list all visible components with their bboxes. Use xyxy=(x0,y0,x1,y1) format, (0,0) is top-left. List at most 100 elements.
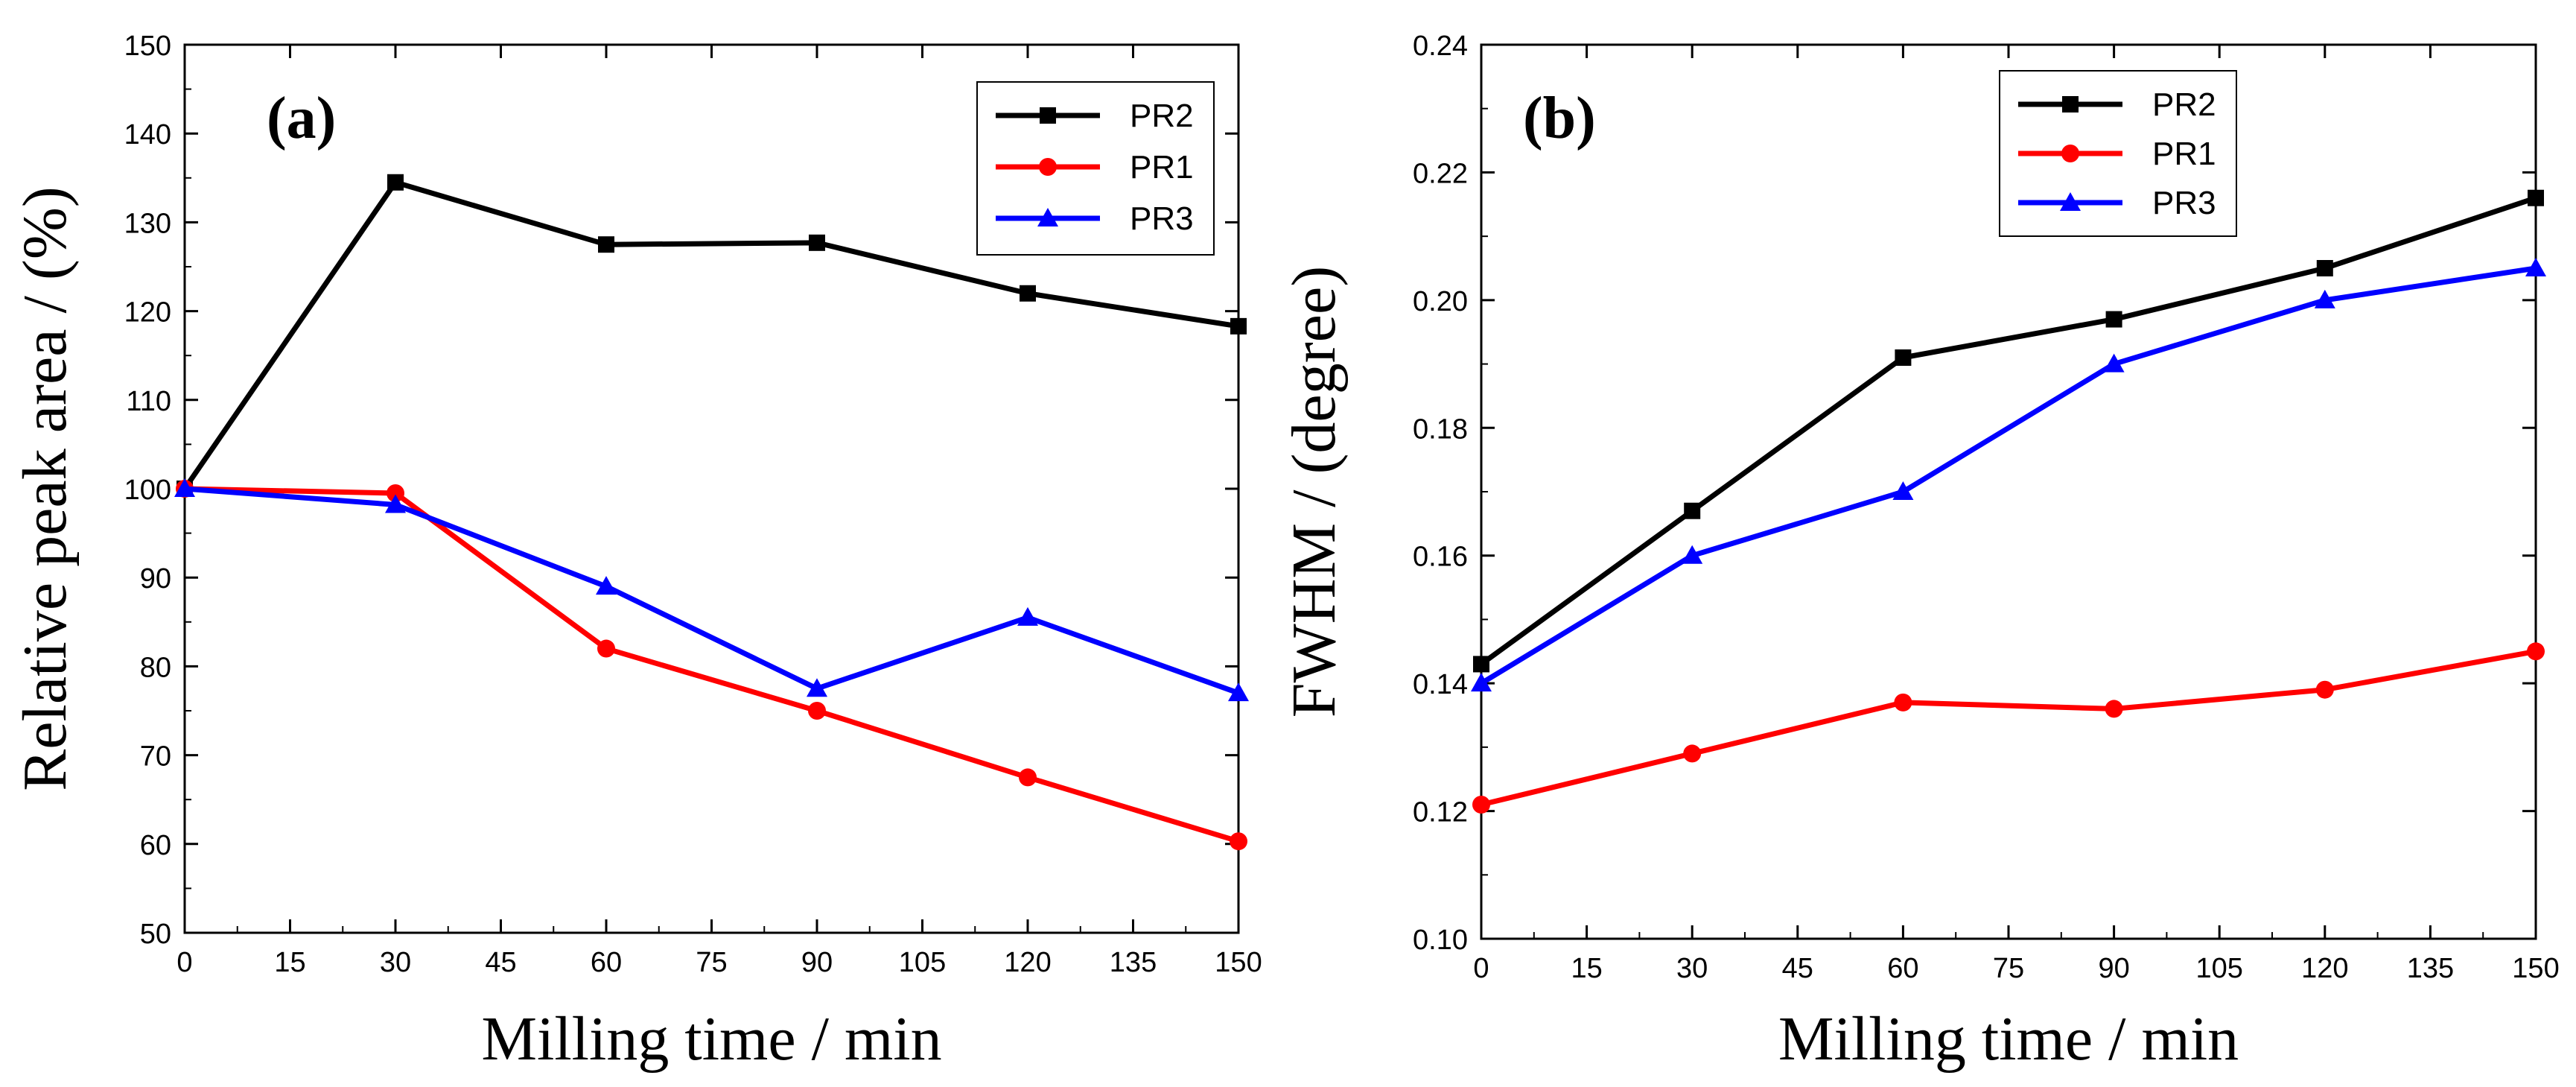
legend-marker-pr2 xyxy=(2062,96,2079,112)
pr1-point xyxy=(2315,680,2334,699)
pr2-point xyxy=(2316,260,2333,276)
legend: PR2 PR1 PR3 xyxy=(1999,70,2237,237)
legend-marker-pr2 xyxy=(1040,107,1056,124)
y-tick-label: 120 xyxy=(124,297,171,329)
x-tick-label: 15 xyxy=(1571,953,1602,984)
legend: PR2 PR1 PR3 xyxy=(976,81,1215,256)
pr2-point xyxy=(1020,285,1036,302)
x-tick-label: 150 xyxy=(2512,953,2559,984)
y-tick-label: 80 xyxy=(140,652,171,683)
pr1-line xyxy=(184,486,1240,844)
legend-label-pr3: PR3 xyxy=(2152,185,2216,221)
pr3-line xyxy=(184,486,1240,696)
pr3-point xyxy=(2103,353,2125,373)
pr3-point xyxy=(1471,673,1492,692)
x-tick-label: 135 xyxy=(2407,953,2454,984)
x-tick-label: 60 xyxy=(1887,953,1918,984)
x-tick-label: 45 xyxy=(1782,953,1813,984)
x-tick-label: 30 xyxy=(1676,953,1708,984)
pr2-point xyxy=(2528,189,2544,206)
pr2-point xyxy=(387,174,404,191)
pr3-point xyxy=(807,678,827,697)
pr1-point xyxy=(1683,744,1702,763)
pr1-point xyxy=(387,484,404,502)
x-tick-label: 90 xyxy=(2098,953,2129,984)
y-tick-label: 100 xyxy=(124,475,171,506)
pr2-point xyxy=(1895,349,1912,366)
y-axis-title: Relative peak area / (%) xyxy=(10,186,80,791)
y-tick-label: 60 xyxy=(140,830,171,861)
y-tick-label: 50 xyxy=(140,919,171,950)
legend-marker-pr1 xyxy=(2061,145,2079,162)
panel-label: (b) xyxy=(1523,86,1596,151)
y-tick-label: 0.22 xyxy=(1413,158,1468,189)
x-tick-label: 120 xyxy=(2301,953,2348,984)
x-tick-label: 75 xyxy=(696,947,727,978)
y-tick-label: 0.18 xyxy=(1413,413,1468,445)
legend-label-pr3: PR3 xyxy=(1130,200,1194,237)
series-pr3 xyxy=(174,478,1249,702)
legend-marker-pr1 xyxy=(1039,158,1057,176)
x-axis-title: Milling time / min xyxy=(481,1004,941,1074)
pr1-point xyxy=(2105,700,2123,718)
pr1-point xyxy=(2527,642,2545,661)
x-tick-label: 105 xyxy=(899,947,946,978)
pr1-point xyxy=(597,639,615,658)
y-tick-label: 90 xyxy=(140,563,171,595)
pr2-point xyxy=(1230,317,1247,335)
series-pr3 xyxy=(1471,258,2546,692)
y-tick-label: 0.16 xyxy=(1413,542,1468,573)
pr3-point xyxy=(1682,545,1703,564)
pr2-line xyxy=(1479,195,2537,667)
pr2-point xyxy=(809,234,825,251)
y-tick-label: 0.10 xyxy=(1413,925,1468,956)
pr1-point xyxy=(808,702,826,720)
x-tick-label: 0 xyxy=(176,947,192,978)
x-tick-label: 120 xyxy=(1004,947,1051,978)
y-tick-label: 0.14 xyxy=(1413,669,1468,700)
y-tick-label: 0.24 xyxy=(1413,31,1468,62)
pr3-point xyxy=(1228,682,1249,702)
x-tick-label: 150 xyxy=(1215,947,1262,978)
y-tick-label: 130 xyxy=(124,208,171,239)
legend-label-pr1: PR1 xyxy=(1130,149,1194,186)
pr3-point xyxy=(596,576,617,595)
legend-label-pr2: PR2 xyxy=(1130,98,1194,134)
pr3-point xyxy=(385,494,406,513)
pr2-point xyxy=(598,236,614,253)
x-tick-label: 105 xyxy=(2195,953,2242,984)
x-tick-label: 0 xyxy=(1473,953,1489,984)
pr3-point xyxy=(1017,606,1038,626)
x-tick-label: 60 xyxy=(591,947,622,978)
y-tick-label: 70 xyxy=(140,741,171,773)
pr2-line xyxy=(182,180,1239,490)
x-tick-label: 90 xyxy=(801,947,833,978)
legend-marker-pr3 xyxy=(2060,192,2081,211)
series-pr2 xyxy=(176,174,1247,497)
series-pr2 xyxy=(1473,189,2544,673)
pr3-point xyxy=(174,478,195,497)
y-tick-label: 150 xyxy=(124,31,171,62)
pr1-line xyxy=(1481,648,2537,808)
pr3-point xyxy=(2314,289,2335,308)
pr1-point xyxy=(1894,693,1912,712)
x-tick-label: 75 xyxy=(1993,953,2024,984)
y-tick-label: 0.12 xyxy=(1413,797,1468,828)
y-tick-label: 110 xyxy=(126,386,171,417)
pr3-point xyxy=(2525,258,2546,276)
pr2-point xyxy=(1473,656,1489,673)
x-tick-label: 30 xyxy=(380,947,411,978)
chart-panel-a: 0 15 30 45 60 75 90 105 120 135 150 50 60 70 80 90 100 11… xyxy=(10,31,1262,1074)
chart-panel-b: 0 15 30 45 60 75 90 105 120 135 150 0.10 0.12 0.14 0.1… xyxy=(1279,31,2560,1074)
pr1-point xyxy=(1019,768,1037,787)
x-axis-title: Milling time / min xyxy=(1778,1004,2239,1074)
pr2-point xyxy=(2105,311,2122,328)
y-tick-label: 140 xyxy=(124,119,171,150)
panel-label: (a) xyxy=(267,86,336,151)
x-tick-label: 45 xyxy=(485,947,516,978)
pr1-point xyxy=(1472,796,1490,814)
legend-label-pr2: PR2 xyxy=(2152,86,2216,123)
pr3-line xyxy=(1480,265,2537,686)
y-axis-title: FWHM / (degree) xyxy=(1279,266,1349,717)
